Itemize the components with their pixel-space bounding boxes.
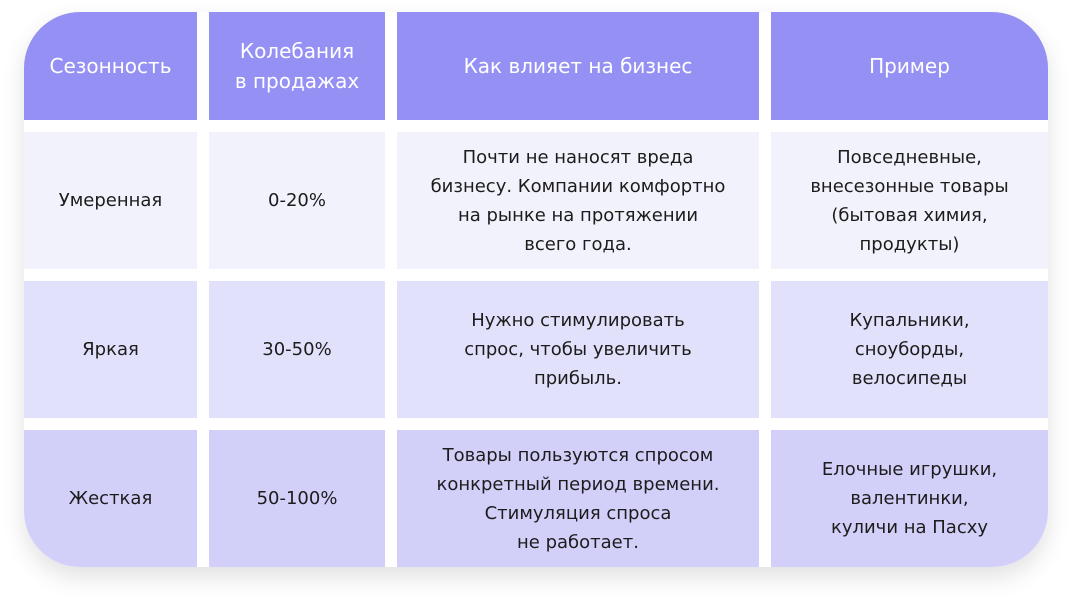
table-cell: Повседневные, внесезонные товары (бытова… <box>771 132 1048 269</box>
cell-text: Товары пользуются спросом конкретный пер… <box>436 444 720 553</box>
table-cell: 50-100% <box>209 430 385 567</box>
header-text: Колебания в продажах <box>234 39 360 93</box>
table-cell: Купальники, сноуборды, велосипеды <box>771 281 1048 418</box>
header-text: Пример <box>869 54 950 78</box>
header-text: Как влияет на бизнес <box>463 54 693 78</box>
seasonality-table: Сезонность Колебания в продажах Как влия… <box>24 12 1048 567</box>
header-sales-fluctuation: Колебания в продажах <box>209 12 385 120</box>
table-cell: Жесткая <box>24 430 197 567</box>
table-cell: Умеренная <box>24 132 197 269</box>
table-cell: 30-50% <box>209 281 385 418</box>
header-business-impact: Как влияет на бизнес <box>397 12 759 120</box>
cell-text: Умеренная <box>58 190 163 211</box>
header-seasonality: Сезонность <box>24 12 197 120</box>
table-cell: Почти не наносят вреда бизнесу. Компании… <box>397 132 759 269</box>
table-cell: 0-20% <box>209 132 385 269</box>
cell-text: 0-20% <box>268 190 326 211</box>
cell-text: Повседневные, внесезонные товары (бытова… <box>810 146 1009 255</box>
cell-text: 30-50% <box>262 339 332 360</box>
cell-text: Яркая <box>82 339 139 360</box>
header-example: Пример <box>771 12 1048 120</box>
cell-text: Купальники, сноуборды, велосипеды <box>849 310 970 389</box>
cell-text: 50-100% <box>256 488 338 509</box>
table-cell: Елочные игрушки, валентинки, куличи на П… <box>771 430 1048 567</box>
table-cell: Товары пользуются спросом конкретный пер… <box>397 430 759 567</box>
cell-text: Жесткая <box>68 488 153 509</box>
table-cell: Нужно стимулировать спрос, чтобы увеличи… <box>397 281 759 418</box>
header-text: Сезонность <box>49 54 172 78</box>
table-cell: Яркая <box>24 281 197 418</box>
cell-text: Нужно стимулировать спрос, чтобы увеличи… <box>464 310 692 389</box>
cell-text: Почти не наносят вреда бизнесу. Компании… <box>430 146 726 255</box>
cell-text: Елочные игрушки, валентинки, куличи на П… <box>821 459 998 538</box>
